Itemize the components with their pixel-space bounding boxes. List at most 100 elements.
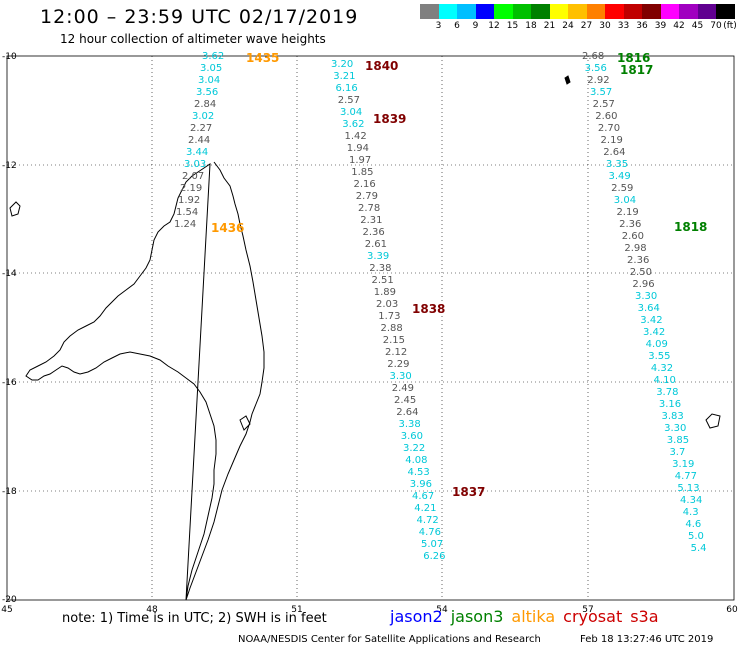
wave-height-value: 4.67 [412, 491, 434, 502]
scale-swatch [697, 4, 717, 19]
wave-height-value: 3.16 [659, 399, 681, 410]
small-island-2 [564, 75, 571, 85]
wave-height-value: 3.39 [367, 251, 389, 262]
credit-text: NOAA/NESDIS Center for Satellite Applica… [238, 634, 541, 645]
wave-height-value: 2.07 [182, 171, 204, 182]
wave-height-value: 3.30 [664, 423, 686, 434]
scale-swatch [438, 4, 458, 19]
wave-height-value: 5.4 [691, 543, 707, 554]
longitude-label: 51 [291, 605, 302, 615]
wave-height-value: 2.29 [387, 359, 409, 370]
scale-swatch [531, 4, 550, 19]
wave-height-value: 2.31 [360, 215, 382, 226]
wave-height-value: 2.57 [338, 95, 360, 106]
note-text: note: 1) Time is in UTC; 2) SWH is in fe… [62, 611, 327, 626]
scale-label: 9 [472, 21, 479, 31]
wave-height-value: 2.50 [630, 267, 652, 278]
latitude-labels: -10 -12 -14 -16 -18 -20 [2, 52, 17, 605]
scale-swatch [642, 4, 661, 19]
scale-swatch [623, 4, 643, 19]
wave-height-value: 2.98 [624, 243, 646, 254]
wave-height-value: 3.83 [662, 411, 684, 422]
wave-height-value: 4.6 [685, 519, 701, 530]
latitude-label: -20 [2, 595, 17, 605]
madagascar-coastline [25, 161, 265, 601]
wave-height-value: 1.94 [347, 143, 369, 154]
wave-height-value: 2.49 [392, 383, 414, 394]
satellite-legend: jason2 jason3 altika cryosat s3a [390, 607, 667, 626]
wave-height-value: 4.77 [675, 471, 697, 482]
wave-height-value: 2.57 [593, 99, 615, 110]
nosy-be-island [9, 201, 21, 217]
wave-height-value: 2.38 [369, 263, 391, 274]
wave-height-value: 2.64 [396, 407, 418, 418]
scale-label: 45 [691, 21, 704, 31]
wave-height-value: 5.13 [677, 483, 699, 494]
scale-label: 12 [488, 21, 500, 31]
wave-height-value: 4.53 [408, 467, 430, 478]
wave-height-value: 3.49 [609, 171, 631, 182]
wave-height-value: 2.64 [603, 147, 625, 158]
pass-time-label: 1817 [620, 63, 653, 77]
legend-jason3: jason3 [450, 607, 504, 626]
scale-label: 21 [543, 21, 556, 31]
wave-height-value: 3.04 [614, 195, 636, 206]
pass-time-label: 1840 [365, 59, 398, 73]
wave-height-value: 1.54 [176, 207, 198, 218]
wave-height-value: 2.15 [383, 335, 405, 346]
scale-swatch [512, 4, 532, 19]
wave-height-value: 2.44 [188, 135, 210, 146]
wave-height-value: 2.19 [180, 183, 202, 194]
scale-label: 33 [617, 21, 630, 31]
wave-height-value: 4.72 [417, 515, 439, 526]
scale-label: 24 [562, 21, 574, 31]
wave-height-value: 2.16 [354, 179, 376, 190]
wave-height-value: 2.78 [358, 203, 380, 214]
wave-height-value: 2.79 [356, 191, 378, 202]
wave-height-value: 2.60 [595, 111, 617, 122]
scale-swatch [586, 4, 606, 19]
pass-time-label: 1837 [452, 485, 485, 499]
wave-height-value: 3.30 [635, 291, 657, 302]
legend-cryosat: cryosat [563, 607, 623, 626]
legend-s3a: s3a [630, 607, 659, 626]
wave-height-value: 3.35 [606, 159, 628, 170]
latitude-label: -18 [2, 487, 17, 497]
scale-swatch [660, 4, 680, 19]
scale-label: 30 [599, 21, 611, 31]
wave-height-value: 3.44 [186, 147, 208, 158]
wave-height-value: 3.55 [648, 351, 670, 362]
wave-height-value: 4.21 [414, 503, 436, 514]
wave-height-value: 5.07 [421, 539, 443, 550]
wave-height-value: 2.68 [582, 51, 604, 62]
wave-height-value: 2.92 [587, 75, 609, 86]
legend-altika: altika [511, 607, 556, 626]
wave-height-value: 3.30 [390, 371, 412, 382]
map-title: 12:00 – 23:59 UTC 02/17/2019 [40, 6, 359, 28]
latitude-label: -12 [2, 161, 17, 171]
scale-label: 39 [654, 21, 667, 31]
wave-height-tracks: 3.623.053.043.562.843.022.272.443.443.03… [174, 51, 707, 562]
scale-swatch [457, 4, 476, 19]
scale-unit: (ft) [723, 21, 737, 31]
wave-height-value: 4.08 [405, 455, 427, 466]
pass-time-label: 1839 [373, 112, 406, 126]
wave-height-value: 3.42 [640, 315, 662, 326]
latitude-label: -16 [2, 378, 17, 388]
wave-height-value: 4.09 [646, 339, 668, 350]
wave-height-value: 3.7 [669, 447, 685, 458]
wave-height-value: 3.85 [667, 435, 689, 446]
scale-swatch [549, 4, 569, 19]
scale-label: 18 [525, 21, 537, 31]
pass-time-label: 1435 [246, 51, 279, 65]
wave-height-value: 3.21 [333, 71, 355, 82]
wave-height-value: 6.16 [336, 83, 358, 94]
wave-height-value: 4.76 [419, 527, 441, 538]
wave-height-value: 2.36 [363, 227, 385, 238]
scale-label: 27 [580, 21, 593, 31]
pass-time-label: 1436 [211, 221, 244, 235]
longitude-label: 45 [1, 605, 12, 615]
scale-swatch [605, 4, 624, 19]
scale-label: 15 [506, 21, 519, 31]
small-island-1 [239, 415, 251, 431]
